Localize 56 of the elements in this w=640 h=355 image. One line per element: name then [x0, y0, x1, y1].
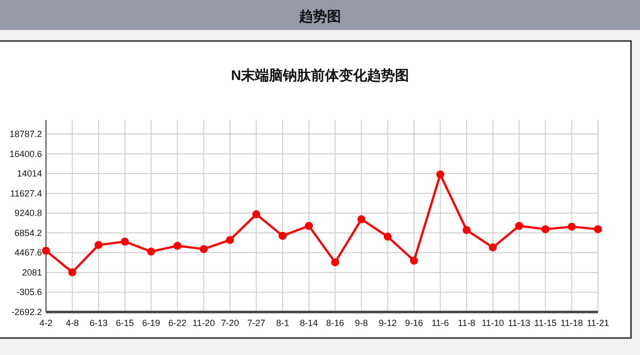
x-tick-label: 9-16: [404, 318, 424, 328]
point: [594, 225, 602, 234]
x-tick-label: 11-10: [482, 318, 504, 328]
point: [488, 243, 497, 252]
point: [120, 238, 129, 246]
point: [436, 170, 444, 178]
x-tick-label: 6-15: [116, 318, 134, 328]
y-tick-label: 14014: [16, 168, 42, 179]
x-tick-label: 11-21: [586, 318, 610, 328]
point: [515, 222, 524, 230]
x-tick-label: 11-15: [534, 318, 557, 328]
point: [304, 222, 313, 230]
y-tick-label: 9240.8: [14, 208, 42, 218]
x-tick-label: 4-2: [39, 318, 53, 328]
x-tick-label: 6-22: [168, 318, 186, 328]
y-tick-label: 18787.2: [9, 129, 42, 139]
y-tick-label: 4467.6: [14, 248, 42, 258]
chart-title: 趋势图: [298, 8, 341, 24]
point: [42, 246, 50, 255]
y-tick-label: 16400.6: [9, 148, 42, 159]
x-tick-label: 11-13: [508, 318, 530, 328]
y-tick-label: -305.6: [16, 287, 42, 298]
y-tick-label: 6854.2: [14, 228, 42, 238]
x-tick-label: 8-16: [326, 318, 344, 328]
x-tick-label: 8-1: [276, 318, 290, 328]
y-tick-label: 2081: [22, 267, 42, 278]
point: [384, 232, 392, 241]
point: [568, 222, 576, 231]
x-tick-label: 4-8: [66, 318, 79, 328]
point: [173, 242, 182, 250]
point: [278, 232, 287, 240]
point: [252, 210, 260, 218]
point: [68, 268, 76, 276]
point: [410, 256, 418, 265]
point: [541, 225, 550, 234]
x-tick-label: 7-27: [247, 318, 266, 328]
x-tick-label: 7-20: [220, 318, 240, 328]
point: [94, 240, 103, 249]
y-tick-label: -2692.2: [11, 307, 42, 317]
y-tick-label: 11627.4: [10, 188, 42, 198]
x-tick-label: 8-14: [300, 318, 318, 328]
point: [331, 258, 340, 266]
point: [200, 245, 208, 254]
point: [462, 226, 471, 234]
point: [147, 248, 156, 256]
x-tick-label: 11-8: [458, 318, 476, 328]
x-tick-label: 11-18: [560, 318, 583, 328]
x-tick-label: 11-6: [432, 318, 449, 328]
x-tick-label: 6-13: [90, 318, 108, 328]
chart-subtitle: N末端脑钠肽前体变化趋势图: [230, 67, 410, 83]
x-tick-label: 11-20: [192, 318, 215, 328]
x-tick-label: 9-12: [378, 318, 397, 328]
x-tick-label: 6-19: [142, 318, 160, 328]
point: [357, 215, 366, 224]
point: [226, 236, 234, 244]
x-tick-label: 9-8: [354, 318, 368, 328]
